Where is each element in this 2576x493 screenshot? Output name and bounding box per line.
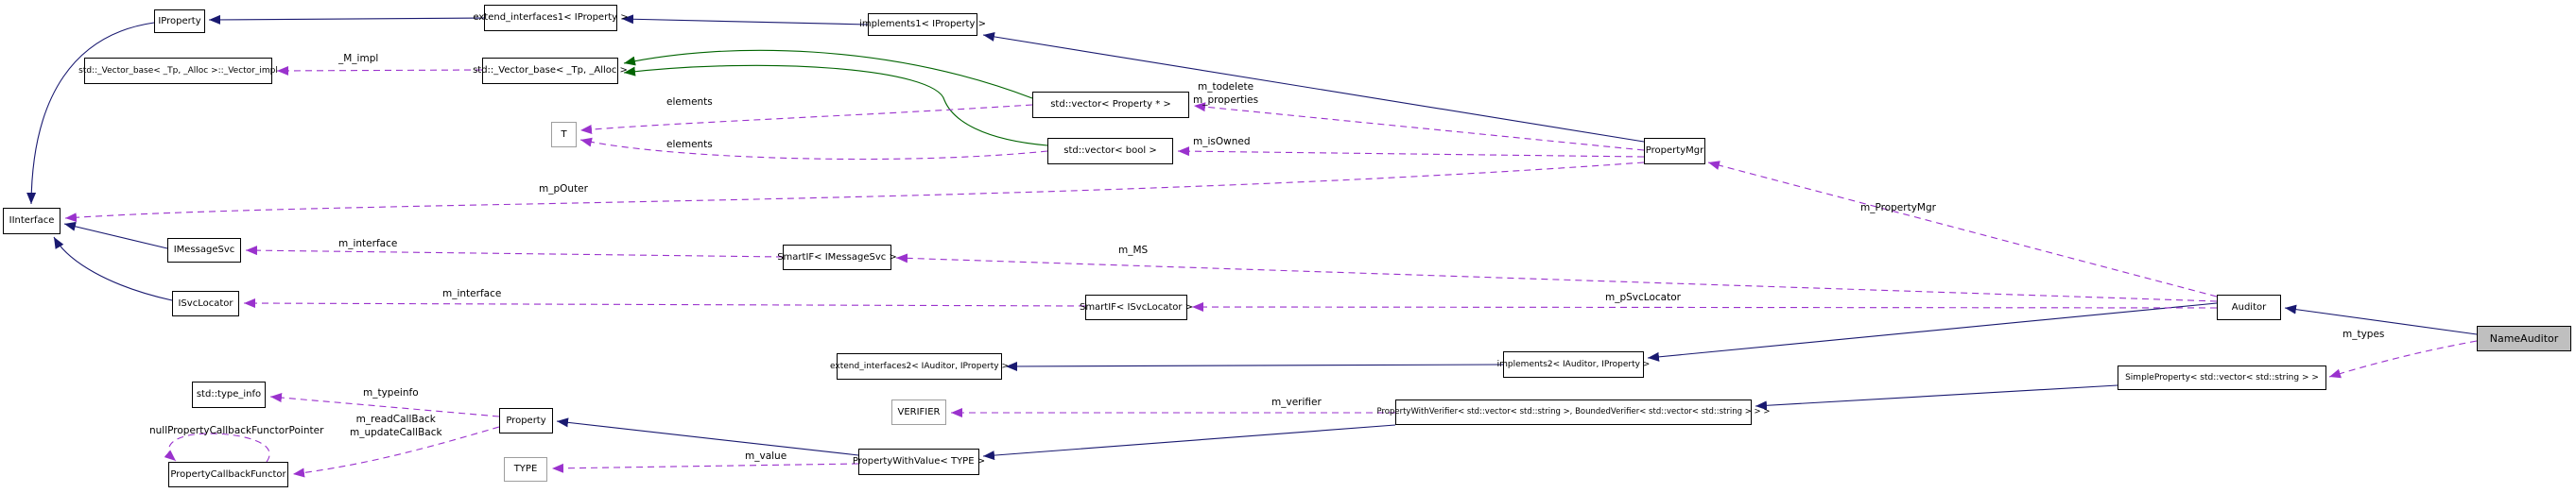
class-node-propmgr[interactable]: PropertyMgr xyxy=(1644,138,1705,164)
edge-nameauditor-to-simpleprop xyxy=(2328,340,2478,379)
edge-auditor-to-propmgr xyxy=(1707,161,2218,298)
edge-impl2-to-extif2 xyxy=(1005,361,1504,371)
class-node-impl1[interactable]: implements1< IProperty > xyxy=(859,13,986,36)
edge-label-vecbase-to-vecimpl: _M_impl xyxy=(338,53,379,64)
edge-propmgr-to-iinterface xyxy=(64,162,1645,223)
edge-label-smartifsvc-to-isvcloc: m_interface xyxy=(442,288,502,299)
class-node-vecprop[interactable]: std::vector< Property * > xyxy=(1032,92,1189,118)
class-node-tparam: T xyxy=(551,122,577,147)
class-node-nameauditor: NameAuditor xyxy=(2477,326,2571,351)
class-node-imsgsvc[interactable]: IMessageSvc xyxy=(167,238,241,263)
edge-iproperty-to-iinterface xyxy=(26,22,155,205)
class-node-vecimpl[interactable]: std::_Vector_base< _Tp, _Alloc >::_Vecto… xyxy=(78,58,278,84)
class-node-extif2[interactable]: extend_interfaces2< IAuditor, IProperty … xyxy=(830,353,1009,380)
edge-vecprop-to-t xyxy=(579,104,1033,134)
class-node-typeinfo[interactable]: std::type_info xyxy=(192,382,266,408)
edge-propmgr-to-impl1 xyxy=(982,31,1645,143)
edge-label-pwvalue-to-type: m_value xyxy=(745,450,787,462)
edge-property-to-typeinfo xyxy=(269,393,500,417)
class-node-pwverifier[interactable]: PropertyWithVerifier< std::vector< std::… xyxy=(1377,400,1771,425)
class-node-smartifmsg[interactable]: SmartIF< IMessageSvc > xyxy=(777,245,897,270)
edge-label-auditor-to-propmgr: m_PropertyMgr xyxy=(1860,202,1936,213)
edge-smartifmsg-to-imsgsvc xyxy=(245,246,784,258)
class-node-smartifsvc[interactable]: SmartIF< ISvcLocator > xyxy=(1080,295,1193,320)
edge-vecbool-to-t xyxy=(579,137,1048,161)
edge-label-auditor-to-smartifmsg: m_MS xyxy=(1118,245,1149,256)
class-node-pwvalue[interactable]: PropertyWithValue< TYPE > xyxy=(853,449,985,475)
edge-simpleprop-to-pwverifier xyxy=(1755,384,2118,411)
edge-auditor-to-impl2 xyxy=(1647,302,2218,362)
class-node-verifier: VERIFIER xyxy=(891,400,946,425)
class-node-extif1[interactable]: extend_interfaces1< IProperty > xyxy=(473,5,629,31)
class-node-vecbase[interactable]: std::_Vector_base< _Tp, _Alloc > xyxy=(473,58,628,84)
class-node-typeparam: TYPE xyxy=(504,457,547,482)
edge-pwvalue-to-property xyxy=(556,417,859,456)
edge-vecbase-to-vecimpl xyxy=(276,65,483,76)
edge-vecprop-to-vecbase xyxy=(623,49,1033,99)
edge-imsgsvc-to-iinterface xyxy=(63,221,168,249)
edge-property-to-pcbfunctor xyxy=(292,426,500,478)
edge-nameauditor-to-auditor xyxy=(2284,304,2478,335)
class-node-iproperty[interactable]: IProperty xyxy=(154,9,205,33)
edges-group xyxy=(26,14,2478,478)
edge-label-propmgr-to-vecbool: m_isOwned xyxy=(1193,136,1251,147)
edge-propmgr-to-vecprop xyxy=(1193,102,1645,151)
class-node-iinterface[interactable]: IInterface xyxy=(3,208,61,234)
class-node-property[interactable]: Property xyxy=(499,408,553,434)
edge-label-vecprop-to-t: elements xyxy=(666,96,713,108)
class-node-simpleprop[interactable]: SimpleProperty< std::vector< std::string… xyxy=(2118,366,2326,390)
edge-isvcloc-to-iinterface xyxy=(53,236,173,301)
edge-label-property-to-pcbfunctor: m_readCallBack m_updateCallBack xyxy=(350,414,442,438)
class-node-auditor[interactable]: Auditor xyxy=(2217,295,2281,320)
edge-label-property-to-typeinfo: m_typeinfo xyxy=(363,387,419,399)
edge-impl1-to-extif1 xyxy=(621,14,869,26)
class-node-impl2[interactable]: implements2< IAuditor, IProperty > xyxy=(1497,351,1650,378)
edge-auditor-to-smartifmsg xyxy=(895,253,2218,302)
edge-label-propmgr-to-vecprop: m_todelete m_properties xyxy=(1193,81,1259,106)
edge-auditor-to-smartifsvc xyxy=(1191,302,2218,313)
edge-extif1-to-iproperty xyxy=(208,14,485,25)
edge-pwverifier-to-pwvalue xyxy=(982,424,1396,461)
edge-vecbool-to-vecbase xyxy=(623,64,1048,146)
edge-label-smartifmsg-to-imsgsvc: m_interface xyxy=(338,238,398,249)
edge-label-vecbool-to-t: elements xyxy=(666,139,713,150)
class-node-pcbfunctor[interactable]: PropertyCallbackFunctor xyxy=(168,462,288,487)
class-node-vecbool[interactable]: std::vector< bool > xyxy=(1047,138,1173,164)
edge-propmgr-to-vecbool xyxy=(1177,146,1645,158)
edge-label-auditor-to-smartifsvc: m_pSvcLocator xyxy=(1605,292,1681,303)
edge-label-pcbfunctor-self-loop: nullPropertyCallbackFunctorPointer xyxy=(149,425,324,436)
edge-pcbfunctor-self-loop xyxy=(164,433,270,463)
edge-label-pwverifier-to-verifier: m_verifier xyxy=(1271,397,1322,408)
edge-pwvalue-to-type xyxy=(551,463,859,473)
edge-smartifsvc-to-isvcloc xyxy=(243,298,1086,309)
edge-label-propmgr-to-iinterface: m_pOuter xyxy=(539,183,588,195)
class-node-isvcloc[interactable]: ISvcLocator xyxy=(172,291,239,316)
edge-label-nameauditor-to-simpleprop: m_types xyxy=(2343,329,2385,340)
